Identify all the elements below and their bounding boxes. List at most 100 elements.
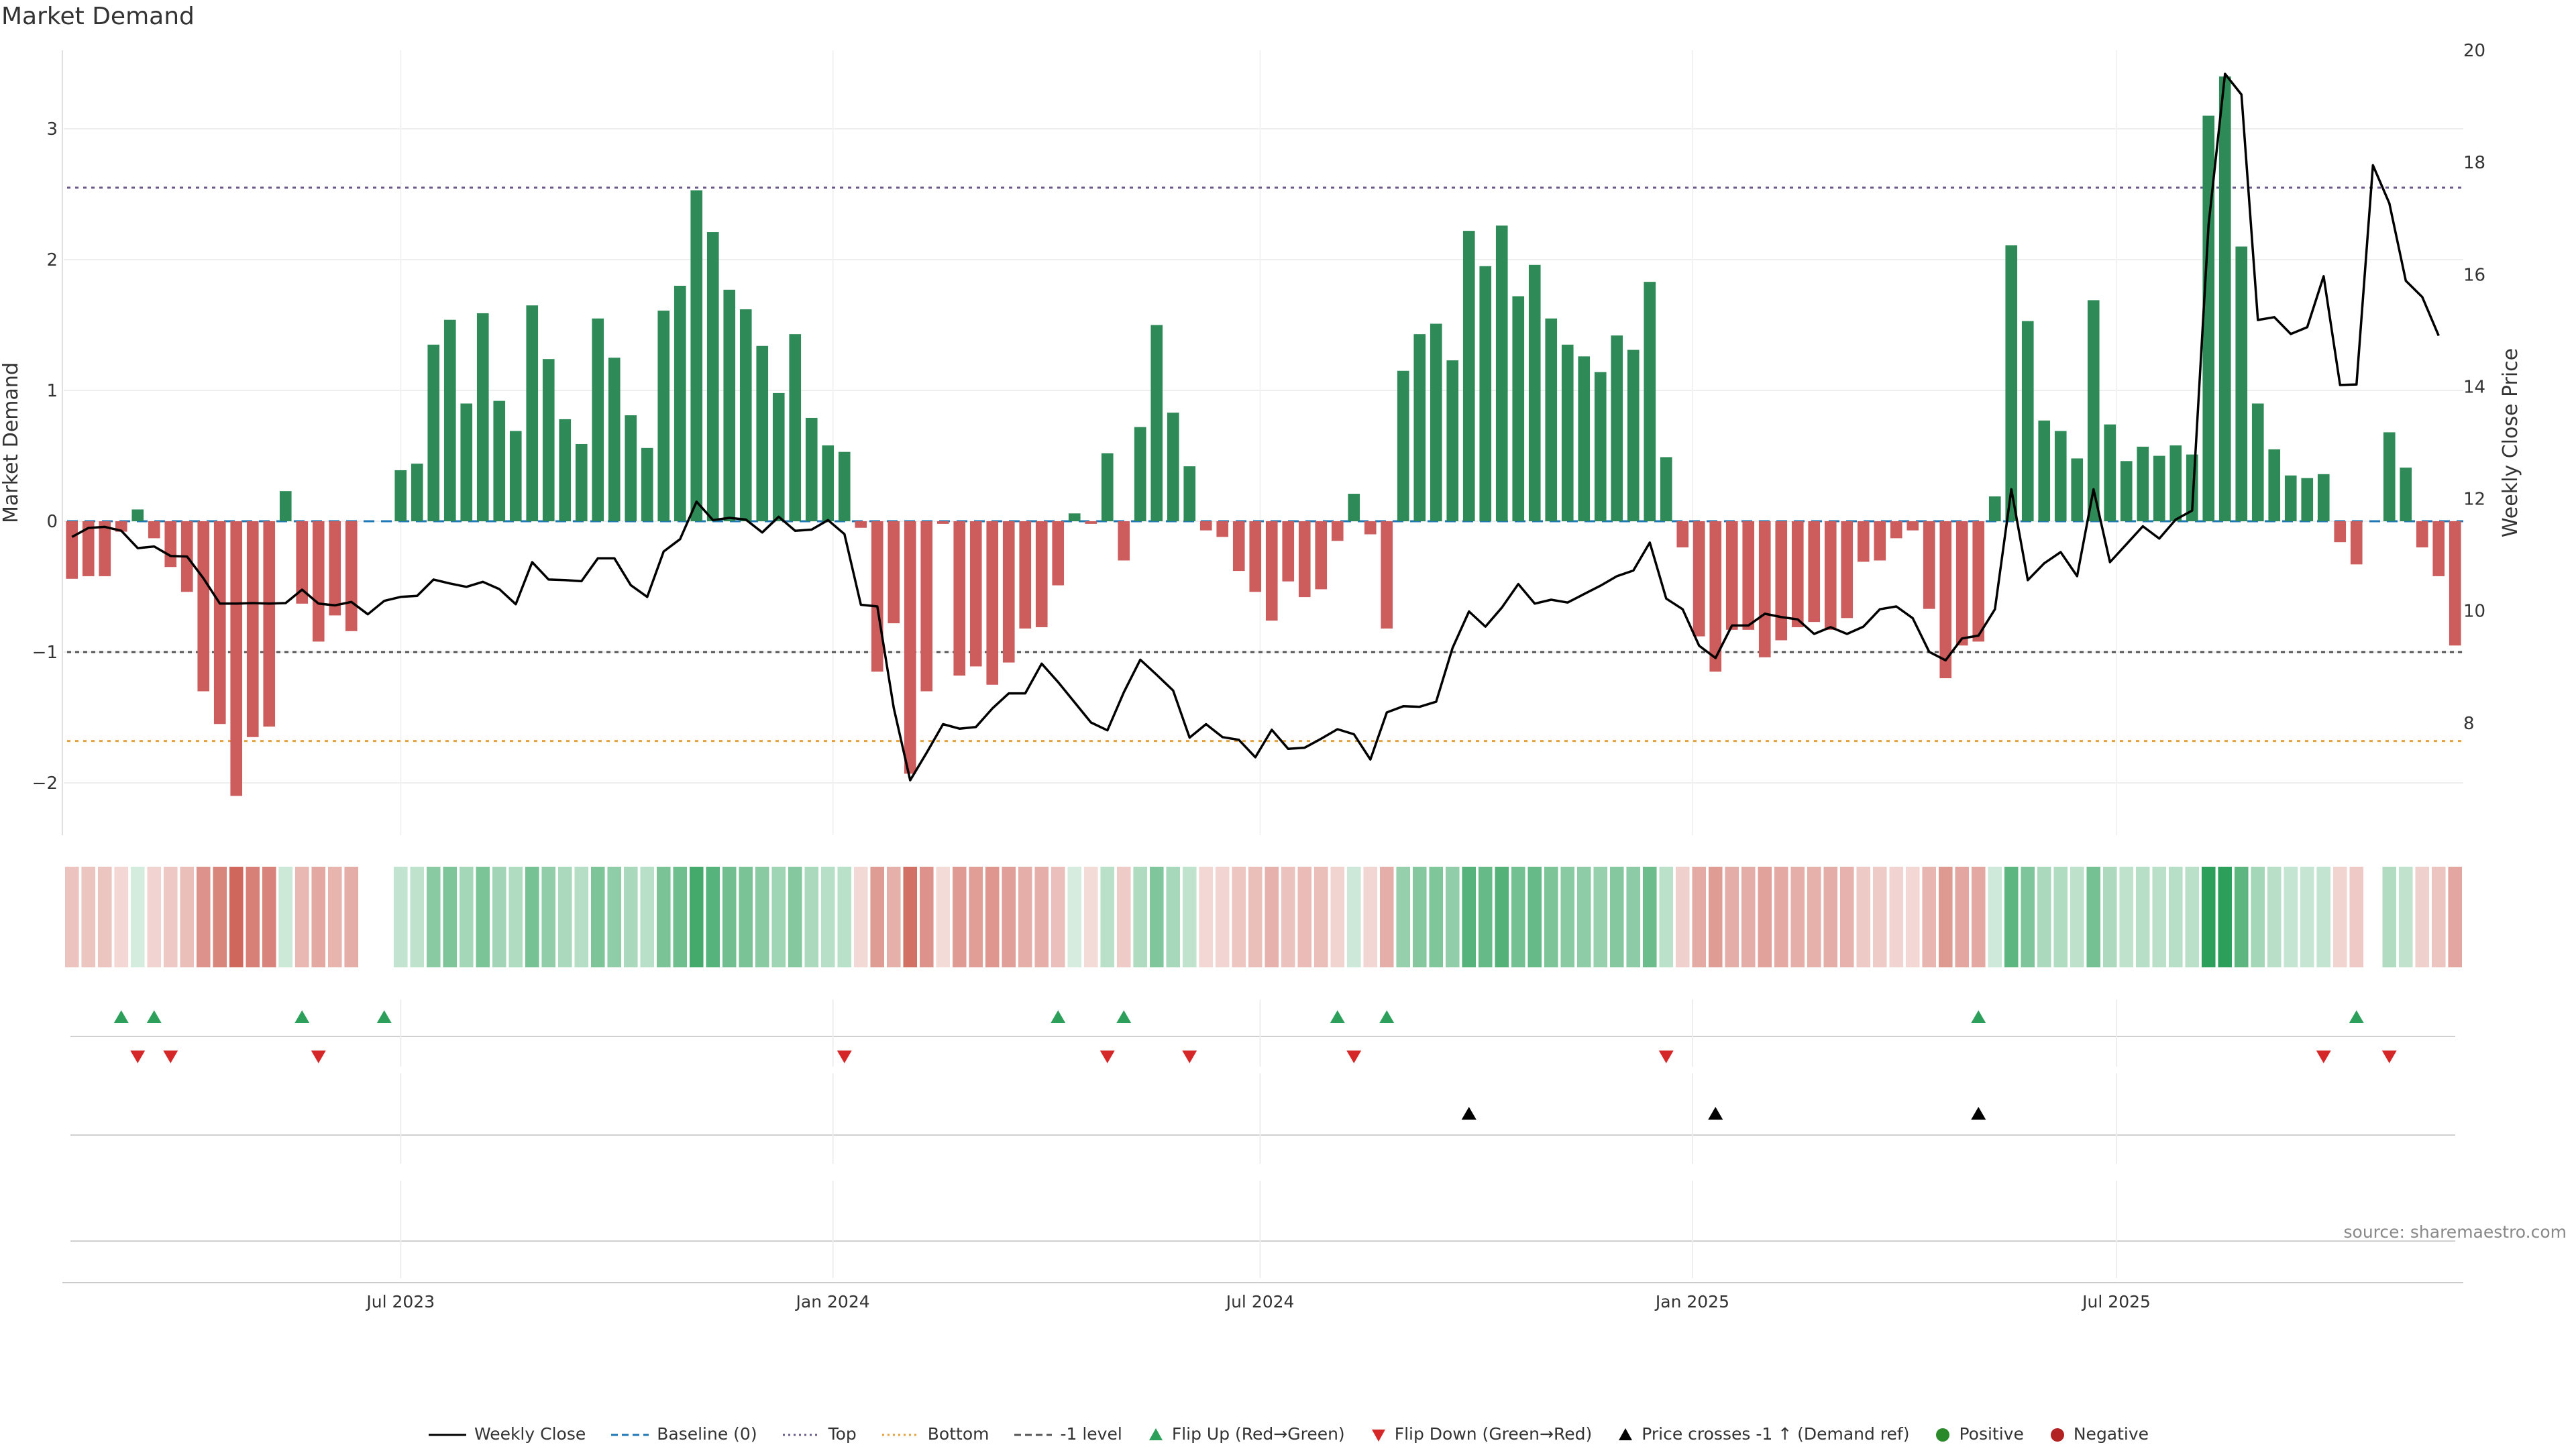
heat-cell (294, 867, 309, 967)
legend-label: Top (828, 1424, 857, 1444)
demand-bar (2218, 76, 2231, 521)
heat-cell (2234, 867, 2249, 967)
demand-bar (706, 232, 719, 521)
heat-cell (1067, 867, 1082, 967)
flip-up-marker (376, 1010, 392, 1023)
heat-cell (1609, 867, 1624, 967)
demand-bar (312, 521, 325, 642)
demand-bar (2054, 431, 2067, 521)
legend-label: -1 level (1060, 1424, 1122, 1444)
heat-cell (2300, 867, 2314, 967)
price-cross-markers (70, 1073, 2455, 1164)
demand-bar (805, 417, 818, 521)
flip-down-marker (1099, 1051, 1115, 1063)
x-tick-label: Jan 2025 (1654, 1292, 1729, 1311)
demand-bar (329, 521, 341, 616)
y-left-tick-label: 1 (46, 381, 58, 401)
demand-bar (148, 521, 160, 539)
demand-bar (674, 286, 686, 521)
demand-bar (822, 445, 835, 521)
demand-bar (1644, 282, 1656, 521)
legend-item-positive: Positive (1933, 1424, 2024, 1444)
legend-label: Flip Up (Red→Green) (1171, 1424, 1345, 1444)
heat-cell (163, 867, 178, 967)
flip-down-marker (837, 1051, 852, 1063)
demand-bar (2038, 420, 2051, 521)
heat-cell (2119, 867, 2134, 967)
heat-cell (1988, 867, 2002, 967)
heat-cell (590, 867, 605, 967)
demand-bar (1002, 521, 1015, 663)
demand-bar (2383, 432, 2396, 521)
demand-bar (493, 400, 506, 521)
demand-bar (1331, 521, 1344, 541)
demand-bar (953, 521, 966, 676)
demand-bar (789, 334, 802, 521)
demand-bar (1495, 225, 1508, 521)
heat-cell (1889, 867, 1904, 967)
demand-bar (625, 415, 637, 521)
heat-cell (541, 867, 556, 967)
heat-cell (1363, 867, 1378, 967)
demand-bar (723, 289, 736, 521)
heat-cell (344, 867, 359, 967)
demand-bar (82, 521, 95, 576)
flip-down-marker (163, 1051, 178, 1063)
heat-cell (2037, 867, 2051, 967)
heat-cell (213, 867, 227, 967)
price-cross-marker (1708, 1107, 1723, 1120)
demand-bar (1841, 521, 1854, 619)
heat-cell (1823, 867, 1838, 967)
demand-bar (1725, 521, 1738, 630)
heat-cell (2448, 867, 2463, 967)
heat-cell (2349, 867, 2364, 967)
heat-cell (1758, 867, 1772, 967)
heat-cell (739, 867, 753, 967)
demand-bar (2120, 461, 2133, 521)
legend-item-minus1: -1 level (1013, 1424, 1122, 1444)
heat-cell (2284, 867, 2298, 967)
heat-cell (689, 867, 704, 967)
demand-bar (394, 470, 407, 521)
y-left-tick-label: −1 (32, 643, 58, 663)
demand-bar (2400, 468, 2412, 521)
demand-bar (1561, 344, 1574, 521)
heat-cell (1495, 867, 1509, 967)
flip-down-marker (1182, 1051, 1197, 1063)
demand-bar (1824, 521, 1837, 630)
heat-cell (985, 867, 1000, 967)
demand-bar (263, 521, 276, 727)
heat-cell (1807, 867, 1821, 967)
demand-bar (1791, 521, 1804, 627)
heat-cell (1248, 867, 1263, 967)
demand-bar (2153, 455, 2165, 521)
demand-bar (131, 509, 144, 521)
legend-item-cross: Price crosses -1 ↑ (Demand ref) (1616, 1424, 1909, 1444)
demand-bar (2087, 300, 2100, 521)
demand-bar (1479, 266, 1492, 521)
demand-bar (756, 345, 769, 521)
legend-swatch (1619, 1428, 1633, 1440)
legend-item-bottom: Bottom (881, 1424, 989, 1444)
heat-cell (1379, 867, 1394, 967)
demand-bar (1364, 521, 1377, 535)
heat-cell (706, 867, 720, 967)
demand-bar (1676, 521, 1689, 547)
demand-bar (164, 521, 177, 568)
demand-bar (920, 521, 933, 692)
demand-bar (2416, 521, 2428, 547)
demand-bar (2021, 321, 2034, 521)
heat-cell (1955, 867, 1970, 967)
demand-bar (1775, 521, 1788, 641)
heat-cell (1462, 867, 1477, 967)
legend-label: Price crosses -1 ↑ (Demand ref) (1642, 1424, 1910, 1444)
demand-bar (1874, 521, 1886, 561)
demand-bar (1693, 521, 1705, 637)
demand-bar (509, 431, 522, 521)
heat-cell (1002, 867, 1016, 967)
flip-up-marker (2349, 1010, 2364, 1023)
demand-bar (2202, 115, 2215, 521)
demand-bar (443, 319, 456, 521)
demand-bar (936, 521, 949, 524)
legend-swatch (611, 1434, 649, 1436)
